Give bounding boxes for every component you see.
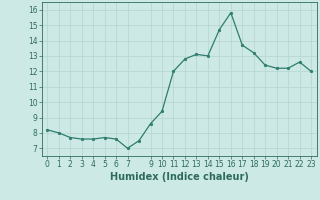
X-axis label: Humidex (Indice chaleur): Humidex (Indice chaleur) (110, 172, 249, 182)
